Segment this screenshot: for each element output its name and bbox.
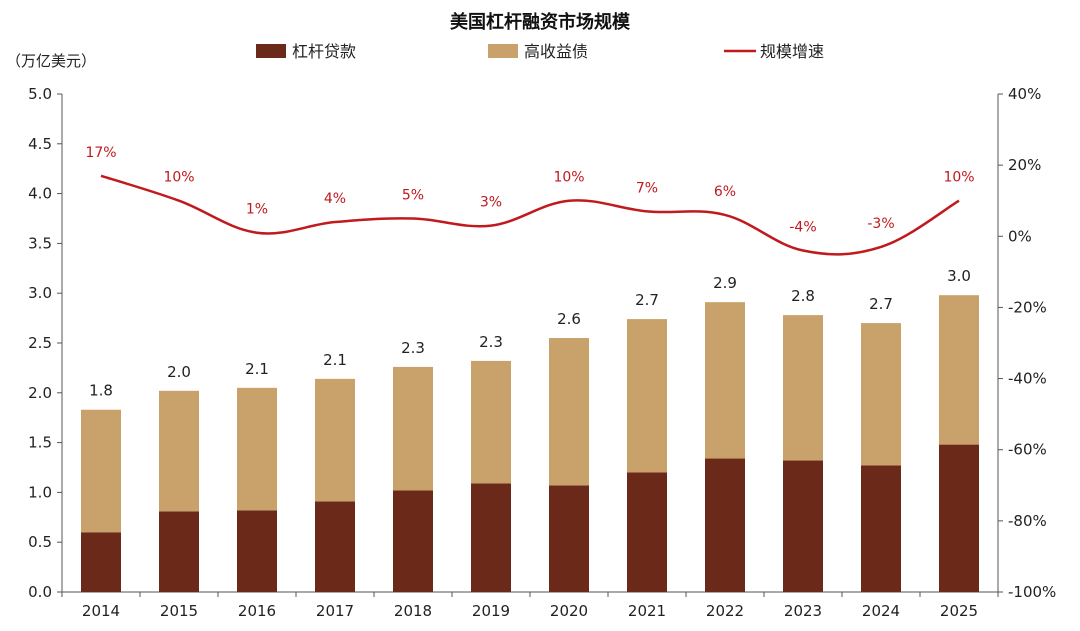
bar-total-label: 1.8 bbox=[89, 382, 113, 400]
growth-rate-label: 10% bbox=[163, 170, 194, 186]
bar-total-label: 2.3 bbox=[479, 333, 503, 351]
bar-total-label: 2.1 bbox=[323, 351, 347, 369]
bar-high-yield-bonds bbox=[861, 323, 901, 466]
x-tick-label: 2022 bbox=[706, 602, 744, 620]
bar-total-label: 3.0 bbox=[947, 267, 971, 285]
bars bbox=[81, 295, 979, 592]
y-tick-label: 1.0 bbox=[28, 483, 52, 501]
y-tick-label: 3.5 bbox=[28, 234, 52, 252]
y2-tick-label: -60% bbox=[1008, 441, 1047, 459]
growth-rate-label: -4% bbox=[789, 220, 816, 236]
y-tick-label: 0.5 bbox=[28, 533, 52, 551]
growth-rate-label: 10% bbox=[553, 170, 584, 186]
x-tick-label: 2019 bbox=[472, 602, 510, 620]
bar-leveraged-loans bbox=[861, 465, 901, 592]
bar-total-label: 2.7 bbox=[635, 291, 659, 309]
bar-high-yield-bonds bbox=[627, 319, 667, 473]
growth-rate-label: 4% bbox=[324, 191, 346, 207]
y2-tick-label: -80% bbox=[1008, 512, 1047, 530]
bar-leveraged-loans bbox=[81, 532, 121, 592]
y2-tick-label: 20% bbox=[1008, 156, 1041, 174]
y2-tick-label: -100% bbox=[1008, 583, 1056, 601]
y-tick-label: 2.0 bbox=[28, 384, 52, 402]
bar-total-label: 2.1 bbox=[245, 360, 269, 378]
growth-rate-label: 3% bbox=[480, 195, 502, 211]
legend-swatch-loans bbox=[256, 44, 286, 58]
y-tick-label: 3.0 bbox=[28, 284, 52, 302]
bar-leveraged-loans bbox=[549, 485, 589, 592]
bar-high-yield-bonds bbox=[393, 366, 433, 491]
x-tick-label: 2021 bbox=[628, 602, 666, 620]
y-tick-label: 4.5 bbox=[28, 135, 52, 153]
bar-leveraged-loans bbox=[315, 501, 355, 592]
bar-leveraged-loans bbox=[393, 490, 433, 592]
bar-leveraged-loans bbox=[939, 444, 979, 592]
growth-rate-line bbox=[100, 174, 960, 256]
bar-high-yield-bonds bbox=[549, 338, 589, 486]
bar-total-label: 2.8 bbox=[791, 287, 815, 305]
y-tick-label: 5.0 bbox=[28, 85, 52, 103]
bar-high-yield-bonds bbox=[81, 409, 121, 533]
legend-label-growth: 规模增速 bbox=[760, 42, 824, 61]
bar-high-yield-bonds bbox=[471, 360, 511, 484]
x-tick-label: 2014 bbox=[82, 602, 120, 620]
legend-swatch-highyield bbox=[488, 44, 518, 58]
bar-total-label: 2.7 bbox=[869, 295, 893, 313]
x-tick-label: 2020 bbox=[550, 602, 588, 620]
y-tick-label: 0.0 bbox=[28, 583, 52, 601]
growth-rate-label: 1% bbox=[246, 202, 268, 218]
growth-rate-label: 6% bbox=[714, 184, 736, 200]
bar-high-yield-bonds bbox=[939, 295, 979, 445]
bar-high-yield-bonds bbox=[159, 390, 199, 512]
legend-label-loans: 杠杆贷款 bbox=[292, 42, 356, 61]
legend: 杠杆贷款 高收益债 规模增速 bbox=[256, 42, 824, 61]
axes: 0.0 0.5 1.0 1.5 2.0 2.5 3.0 3.5 4.0 4.5 5.0 -100% -8… bbox=[28, 85, 1056, 620]
growth-rate-label: 7% bbox=[636, 180, 658, 196]
bar-high-yield-bonds bbox=[315, 378, 355, 502]
x-tick-label: 2016 bbox=[238, 602, 276, 620]
bar-leveraged-loans bbox=[159, 511, 199, 592]
bar-leveraged-loans bbox=[237, 510, 277, 592]
bar-total-label: 2.9 bbox=[713, 274, 737, 292]
growth-rate-label: -3% bbox=[867, 216, 894, 232]
bar-leveraged-loans bbox=[627, 472, 667, 592]
bar-high-yield-bonds bbox=[237, 387, 277, 511]
growth-rate-label: 10% bbox=[943, 170, 974, 186]
x-tick-label: 2025 bbox=[940, 602, 978, 620]
y-axis-unit: （万亿美元） bbox=[6, 52, 96, 70]
chart-title: 美国杠杆融资市场规模 bbox=[450, 11, 631, 33]
y2-tick-label: -20% bbox=[1008, 298, 1047, 316]
x-tick-label: 2015 bbox=[160, 602, 198, 620]
bar-high-yield-bonds bbox=[705, 302, 745, 459]
bar-high-yield-bonds bbox=[783, 315, 823, 461]
x-tick-label: 2023 bbox=[784, 602, 822, 620]
y2-tick-label: -40% bbox=[1008, 370, 1047, 388]
y-tick-label: 4.0 bbox=[28, 185, 52, 203]
x-tick-label: 2017 bbox=[316, 602, 354, 620]
bar-leveraged-loans bbox=[783, 460, 823, 592]
y-tick-label: 1.5 bbox=[28, 434, 52, 452]
bar-total-label: 2.0 bbox=[167, 363, 191, 381]
bar-total-label: 2.6 bbox=[557, 310, 581, 328]
x-tick-label: 2018 bbox=[394, 602, 432, 620]
growth-line-group: 17% 10% 1% 4% 5% 3% 10% 7% 6% -4% -3% 10% bbox=[85, 145, 975, 256]
y-tick-label: 2.5 bbox=[28, 334, 52, 352]
y2-tick-label: 40% bbox=[1008, 85, 1041, 103]
bar-total-label: 2.3 bbox=[401, 339, 425, 357]
bar-total-labels: 1.8 2.0 2.1 2.1 2.3 2.3 2.6 2.7 2.9 2.8 2.7 3.0 bbox=[89, 267, 971, 400]
bar-leveraged-loans bbox=[705, 458, 745, 592]
growth-rate-label: 5% bbox=[402, 188, 424, 204]
legend-label-highyield: 高收益债 bbox=[524, 42, 588, 61]
x-tick-label: 2024 bbox=[862, 602, 900, 620]
bar-leveraged-loans bbox=[471, 483, 511, 592]
growth-rate-label: 17% bbox=[85, 145, 116, 161]
y2-tick-label: 0% bbox=[1008, 227, 1032, 245]
